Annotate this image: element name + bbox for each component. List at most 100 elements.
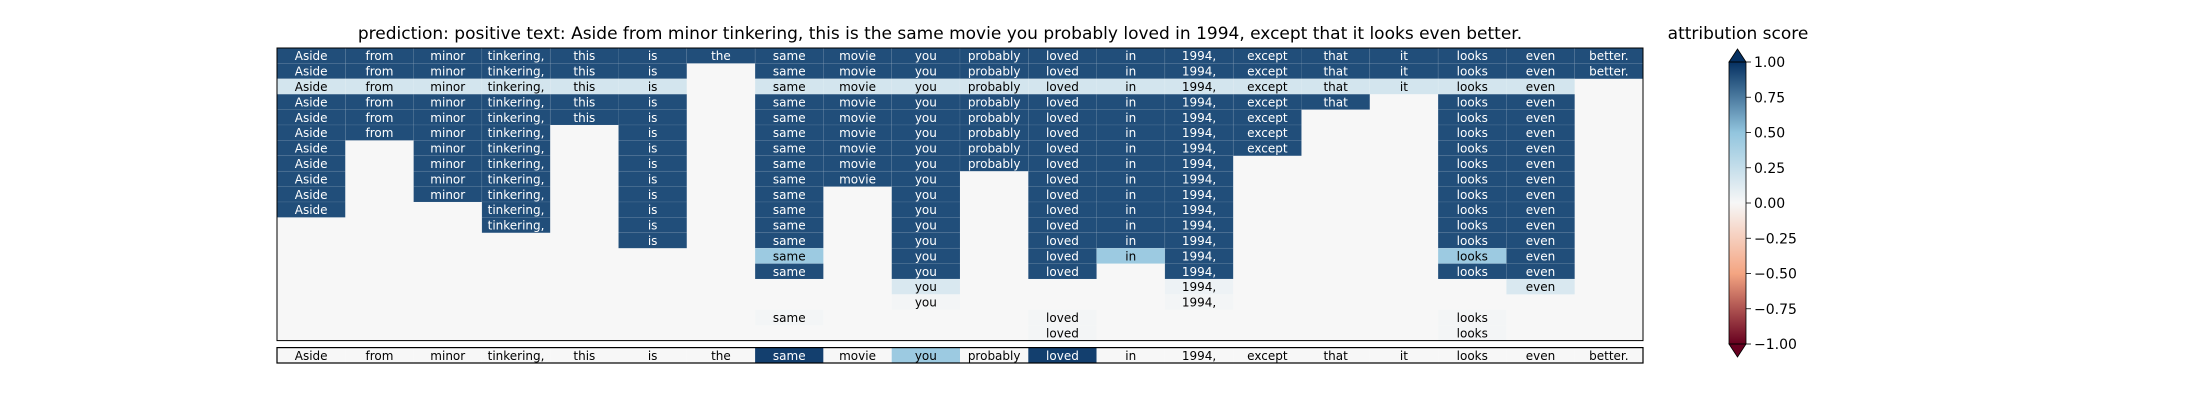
token-label: same xyxy=(773,65,806,79)
heatmap-cell xyxy=(481,217,551,234)
token-label: from xyxy=(365,65,393,79)
summary-token-label: in xyxy=(1125,349,1136,363)
token-label: the xyxy=(711,49,731,63)
summary-token-label: even xyxy=(1526,349,1555,363)
token-label: 1994, xyxy=(1182,296,1216,310)
token-label: even xyxy=(1526,65,1555,79)
token-label: minor xyxy=(430,111,465,125)
summary-token-label: that xyxy=(1323,349,1348,363)
token-label: loved xyxy=(1046,234,1079,248)
heatmap-cell xyxy=(1506,140,1575,157)
token-label: it xyxy=(1400,49,1408,63)
token-label: loved xyxy=(1046,80,1079,94)
summary-cell xyxy=(1164,347,1234,363)
token-label: minor xyxy=(430,172,465,186)
summary-cell xyxy=(755,347,824,363)
token-label: in xyxy=(1125,219,1136,233)
token-label: even xyxy=(1526,80,1555,94)
heatmap-cell xyxy=(1301,93,1371,110)
token-label: even xyxy=(1526,95,1555,109)
heatmap-cell xyxy=(1506,278,1575,295)
token-label: 1994, xyxy=(1182,280,1216,294)
token-label: Aside xyxy=(295,95,328,109)
token-label: Aside xyxy=(295,203,328,217)
token-label: looks xyxy=(1457,311,1488,325)
token-label: loved xyxy=(1046,311,1079,325)
summary-cell xyxy=(1028,347,1097,363)
token-label: same xyxy=(773,126,806,140)
colorbar-tick-label: 0.50 xyxy=(1754,126,1785,142)
token-label: you xyxy=(915,265,937,279)
token-label: you xyxy=(915,172,937,186)
token-label: looks xyxy=(1457,65,1488,79)
token-label: 1994, xyxy=(1182,126,1216,140)
token-label: 1994, xyxy=(1182,219,1216,233)
token-label: you xyxy=(915,296,937,310)
token-label: looks xyxy=(1457,249,1488,263)
summary-cell xyxy=(1369,347,1439,363)
token-label: that xyxy=(1323,80,1348,94)
token-label: looks xyxy=(1457,111,1488,125)
heatmap-cell xyxy=(754,140,824,157)
token-label: even xyxy=(1526,249,1555,263)
token-label: even xyxy=(1526,142,1555,156)
heatmap-cell xyxy=(1232,140,1302,157)
token-label: looks xyxy=(1457,265,1488,279)
colorbar-title: attribution score xyxy=(1668,24,1809,44)
colorbar-tick-label: 0.00 xyxy=(1754,196,1785,212)
token-label: Aside xyxy=(295,172,328,186)
summary-cell xyxy=(618,347,687,363)
summary-row: Aside from minor tinkering, this is the same mov… xyxy=(276,347,1644,364)
token-label: minor xyxy=(430,80,465,94)
token-label: movie xyxy=(839,65,876,79)
summary-cell xyxy=(1233,347,1302,363)
token-label: loved xyxy=(1046,142,1079,156)
token-label: Aside xyxy=(295,111,328,125)
token-label: even xyxy=(1526,219,1555,233)
token-label: tinkering, xyxy=(488,95,545,109)
heatmap-cell xyxy=(1028,309,1097,326)
summary-cell xyxy=(823,347,892,363)
token-label: probably xyxy=(968,80,1021,94)
token-label: you xyxy=(915,249,937,263)
heatmap-cell xyxy=(1164,170,1234,187)
token-label: is xyxy=(648,111,658,125)
token-label: probably xyxy=(968,111,1021,125)
summary-token-label: better. xyxy=(1589,349,1628,363)
token-label: same xyxy=(773,265,806,279)
token-label: even xyxy=(1526,234,1555,248)
heatmap-frame xyxy=(276,47,1644,342)
token-label: tinkering, xyxy=(488,49,545,63)
token-label: loved xyxy=(1046,219,1079,233)
token-label: this xyxy=(573,111,595,125)
token-label: loved xyxy=(1046,249,1079,263)
token-label: even xyxy=(1526,188,1555,202)
token-label: Aside xyxy=(295,80,328,94)
summary-token-label: movie xyxy=(839,349,876,363)
token-label: in xyxy=(1125,126,1136,140)
token-label: tinkering, xyxy=(488,188,545,202)
token-label: tinkering, xyxy=(488,111,545,125)
colorbar-tick-label: −0.50 xyxy=(1754,267,1797,283)
summary-token-label: it xyxy=(1400,349,1408,363)
token-label: minor xyxy=(430,188,465,202)
token-label: it xyxy=(1400,65,1408,79)
token-label: probably xyxy=(968,157,1021,171)
token-label: looks xyxy=(1457,188,1488,202)
token-label: is xyxy=(648,188,658,202)
token-label: minor xyxy=(430,65,465,79)
colorbar-tick-label: 0.25 xyxy=(1754,161,1785,177)
token-label: you xyxy=(915,234,937,248)
summary-cell xyxy=(1574,347,1643,363)
summary-cell xyxy=(960,347,1029,363)
token-label: you xyxy=(915,203,937,217)
summary-cell xyxy=(1301,347,1370,363)
token-label: you xyxy=(915,126,937,140)
token-label: in xyxy=(1125,80,1136,94)
summary-cell xyxy=(1096,347,1165,363)
token-label: 1994, xyxy=(1182,188,1216,202)
token-label: looks xyxy=(1457,157,1488,171)
token-label: movie xyxy=(839,95,876,109)
token-label: better. xyxy=(1589,65,1628,79)
token-label: minor xyxy=(430,49,465,63)
